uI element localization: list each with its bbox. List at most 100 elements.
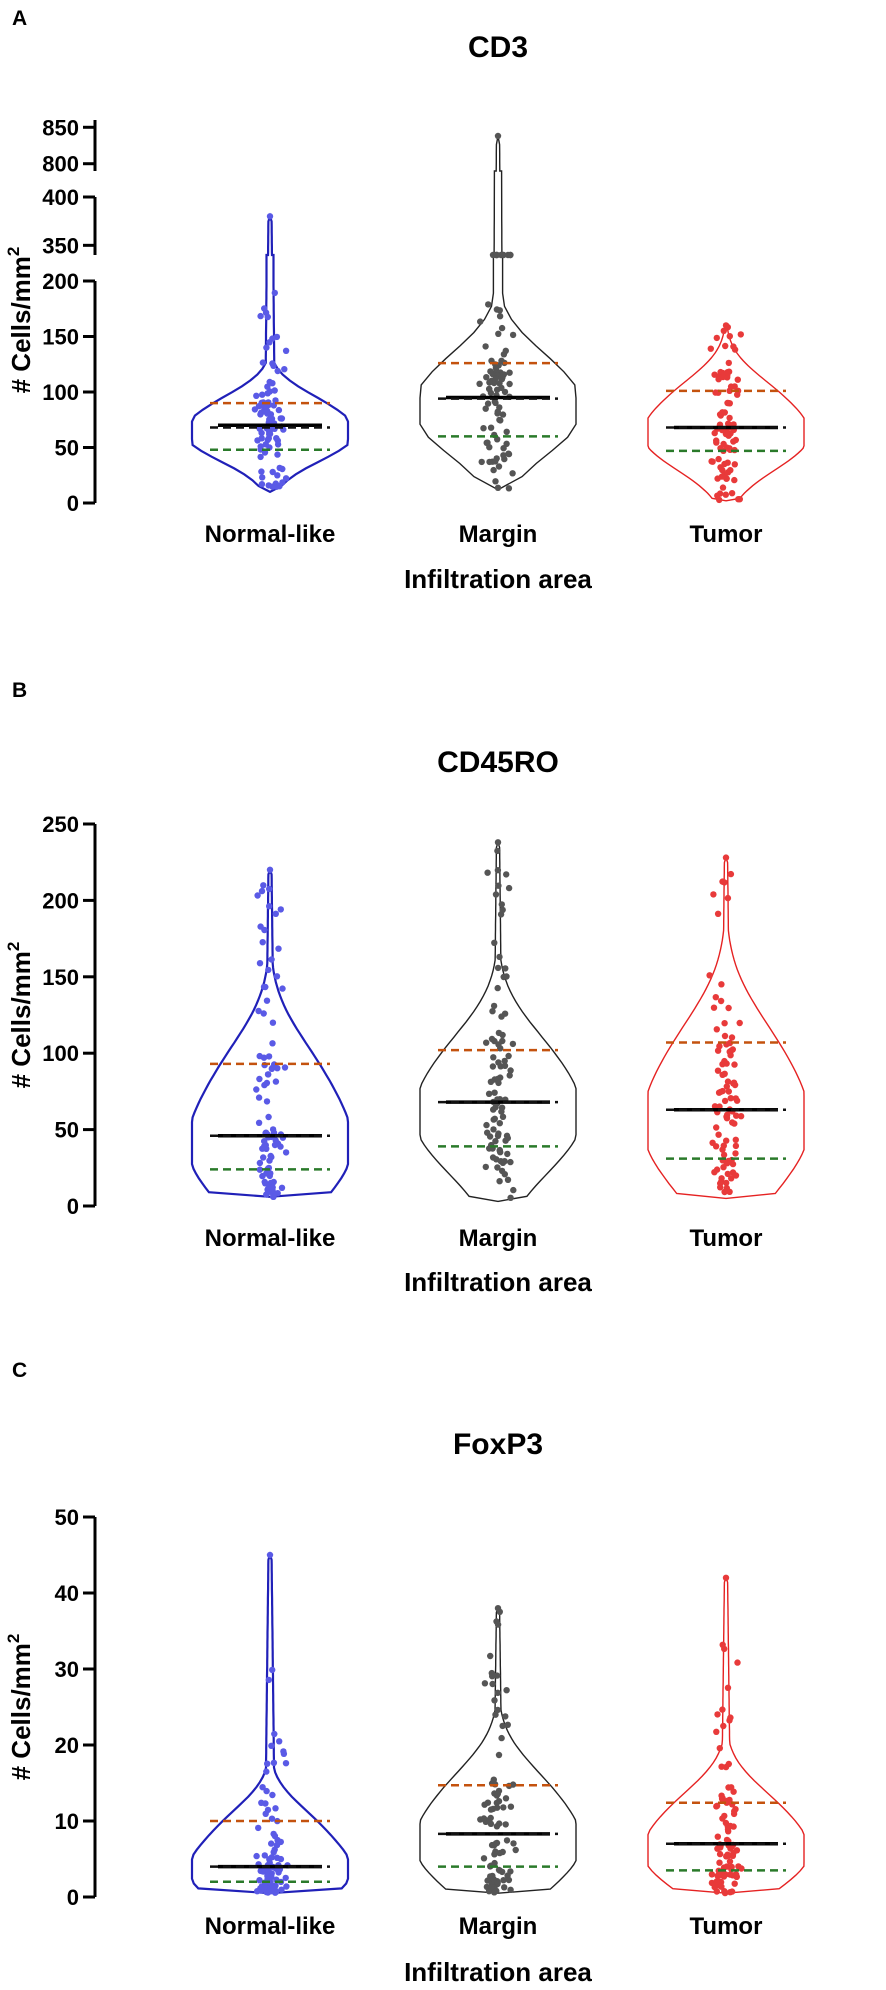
data-point [478,458,485,466]
data-point [486,1133,494,1140]
data-point [492,364,500,372]
data-point [275,945,282,952]
data-point [721,409,728,416]
data-point [256,1075,263,1083]
data-point [714,910,722,917]
data-point [504,1134,511,1142]
y-tick-label: 0 [67,1885,79,1910]
x-tick-label: Margin [459,1913,538,1940]
data-point [281,366,288,373]
y-axis-label: # Cells/mm2 [4,1634,36,1781]
data-point [498,1734,505,1742]
data-point [502,347,509,354]
data-point [715,455,722,463]
data-point [732,436,739,444]
data-point [504,1150,511,1158]
data-point [253,392,260,399]
data-point [492,399,499,407]
data-point [492,1840,500,1847]
data-point [275,406,283,414]
data-point [261,1883,268,1891]
chart-title: FoxP3 [453,1428,543,1461]
data-point [482,343,489,350]
x-tick-label: Tumor [690,521,763,548]
data-point [269,1019,277,1026]
y-tick-label: 20 [55,1733,79,1758]
data-point [731,1120,738,1127]
data-point [498,374,505,382]
data-point [489,1673,496,1680]
data-point [490,466,497,474]
data-point [486,458,493,466]
data-point [265,1113,272,1121]
data-point [280,1748,287,1755]
data-point [493,1672,501,1679]
data-point [476,380,483,387]
data-point [505,884,513,892]
data-point [707,345,714,352]
y-tick-label: 100 [42,1041,79,1066]
data-point [272,1805,279,1812]
data-point [494,132,502,140]
data-point [266,885,273,893]
data-point [503,1687,510,1694]
data-point [258,481,266,488]
data-point [494,408,501,415]
data-point [732,1142,740,1150]
data-point [718,1883,725,1890]
data-point [492,1138,499,1145]
data-point [492,458,499,465]
data-point [726,333,733,340]
data-point [269,1193,277,1200]
data-point [721,1020,728,1027]
data-point [494,839,502,846]
data-point [737,1113,745,1120]
data-point [480,425,487,432]
data-point [487,1806,495,1813]
data-point [711,429,718,437]
data-point [494,1689,501,1697]
y-axis-label: # Cells/mm2 [4,942,36,1089]
data-point [722,1574,730,1582]
data-point [487,424,495,431]
violin-tumor [647,322,805,504]
violin-normal-like [190,212,350,494]
y-tick-label: 50 [55,436,79,461]
data-point [260,1154,267,1161]
data-point [255,1824,262,1832]
data-point [484,439,491,446]
data-point [504,1176,512,1184]
data-point [717,1088,724,1096]
data-point [263,344,270,351]
data-point [502,1713,509,1720]
data-point [278,1886,285,1893]
data-point [730,1788,737,1795]
data-point [263,1098,271,1105]
data-point [738,1865,745,1872]
data-point [728,1034,736,1041]
data-point [723,475,730,482]
y-axis: 0 10 20 30 40 50 [55,1505,97,1910]
data-point [720,1722,727,1730]
data-point [488,1035,496,1043]
data-point [721,1070,728,1078]
data-point [487,1820,495,1828]
data-point [496,1178,503,1185]
y-tick-label: 50 [55,1505,79,1530]
data-point [503,1837,511,1844]
data-point [733,1112,740,1119]
data-point [713,1878,720,1885]
data-point [724,399,731,407]
data-point [505,450,512,457]
y-tick-label: 100 [42,380,79,405]
data-point [512,1846,519,1854]
violin-margin [419,132,577,492]
data-point [714,1872,721,1880]
data-point [277,906,284,913]
data-point [487,1652,494,1660]
data-point [709,1139,716,1147]
data-point [496,953,503,961]
data-point [728,490,736,497]
violin-normal-like [190,1551,350,1896]
data-point [271,289,278,297]
